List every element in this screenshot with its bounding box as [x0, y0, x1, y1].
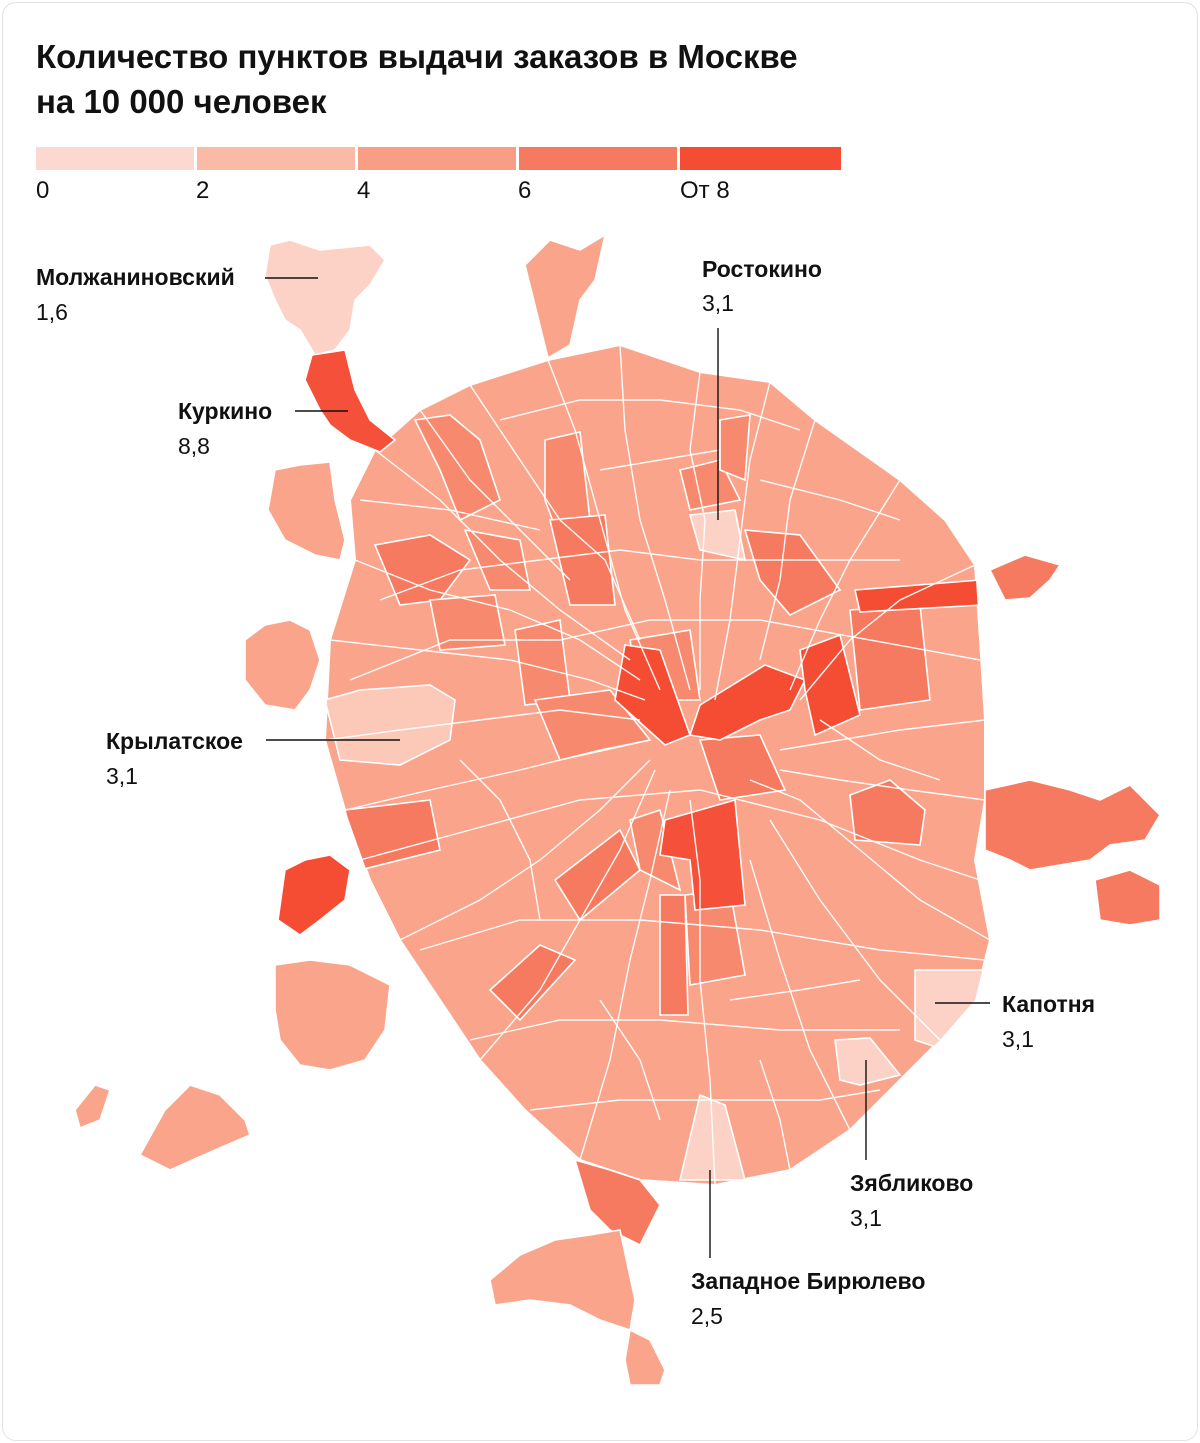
district-s-2: [488, 944, 577, 1022]
district-ne-2: [849, 604, 931, 711]
legend-swatch-0-2: [36, 147, 194, 170]
territory-south-1: [573, 1158, 661, 1247]
district-zyablikovo: [834, 1037, 902, 1086]
callout-biryulevo-name: Западное Бирюлево: [691, 1268, 926, 1294]
territory-northeast-finger: [524, 233, 607, 360]
district-molzhaninovsky: [264, 239, 387, 356]
callout-molzhaninovsky-value: 1,6: [36, 299, 68, 325]
district-borders: [325, 345, 990, 1185]
legend-swatch-2-4: [197, 147, 355, 170]
district-kurkino: [304, 349, 397, 453]
legend-swatch-8-plus: [680, 147, 841, 170]
callout-rostokino-value: 3,1: [702, 290, 734, 316]
chart-title: Количество пунктов выдачи заказов в Моск…: [36, 34, 798, 124]
territory-sw-2: [74, 1084, 112, 1130]
callout-kapotnya-name: Капотня: [1002, 991, 1096, 1017]
chart-title-line-1: Количество пунктов выдачи заказов в Моск…: [36, 38, 798, 75]
callout-zyablikovo-name: Зябликово: [850, 1170, 974, 1196]
district-ne-1: [743, 529, 842, 616]
territory-west-2: [277, 854, 351, 936]
district-danilovsky: [659, 798, 746, 911]
legend-tick-0: 0: [36, 177, 50, 204]
legend-swatch-4-6: [358, 147, 516, 170]
city-outline: [323, 343, 992, 1187]
legend-tick-4: 4: [357, 177, 371, 204]
district-krylatskoe: [325, 684, 456, 766]
district-w-1: [429, 594, 506, 651]
legend-tick-8-plus: От 8: [680, 177, 730, 204]
district-nw-1: [373, 534, 472, 606]
district-lefortovo: [799, 633, 861, 737]
callout-krylatskoe-name: Крылатское: [106, 728, 243, 754]
territory-zelenograd-west: [267, 461, 346, 561]
territory-east-2: [1094, 869, 1161, 926]
legend-swatch-6-8: [519, 147, 677, 170]
callout-krylatskoe-value: 3,1: [106, 763, 138, 789]
district-center-e: [698, 734, 787, 801]
district-se-1: [849, 779, 926, 846]
district-center-s: [629, 808, 682, 892]
callout-rostokino-name: Ростокино: [702, 256, 822, 282]
territory-east-kosino: [988, 554, 1062, 601]
district-center-1: [614, 644, 692, 746]
callout-lines: [265, 277, 990, 1258]
territory-south-3: [624, 1328, 666, 1386]
district-center-2: [688, 664, 807, 741]
district-north-4: [719, 414, 751, 482]
callout-molzhaninovsky-name: Молжаниновский: [36, 264, 235, 290]
legend-tick-6: 6: [518, 177, 532, 204]
district-s-4: [659, 894, 689, 1016]
territory-west-1: [244, 619, 321, 711]
callout-kapotnya-value: 3,1: [1002, 1026, 1034, 1052]
callout-kurkino-name: Куркино: [178, 398, 273, 424]
chart-title-line-2: на 10 000 человек: [36, 83, 327, 120]
outlying-territories: [74, 233, 1162, 1386]
territory-sw-3: [138, 1084, 251, 1171]
legend-tick-2: 2: [196, 177, 210, 204]
district-kapotnya: [914, 969, 986, 1051]
territory-south-2: [489, 1229, 636, 1332]
district-center-n: [549, 514, 616, 606]
callout-zyablikovo-value: 3,1: [850, 1205, 882, 1231]
territory-sw-1: [274, 959, 391, 1071]
city-body: [323, 343, 992, 1187]
territory-east-1: [984, 779, 1162, 871]
callout-biryulevo-value: 2,5: [691, 1303, 723, 1329]
callout-kurkino-value: 8,8: [178, 433, 210, 459]
district-north-1: [413, 414, 501, 522]
district-nw-2: [463, 528, 531, 591]
